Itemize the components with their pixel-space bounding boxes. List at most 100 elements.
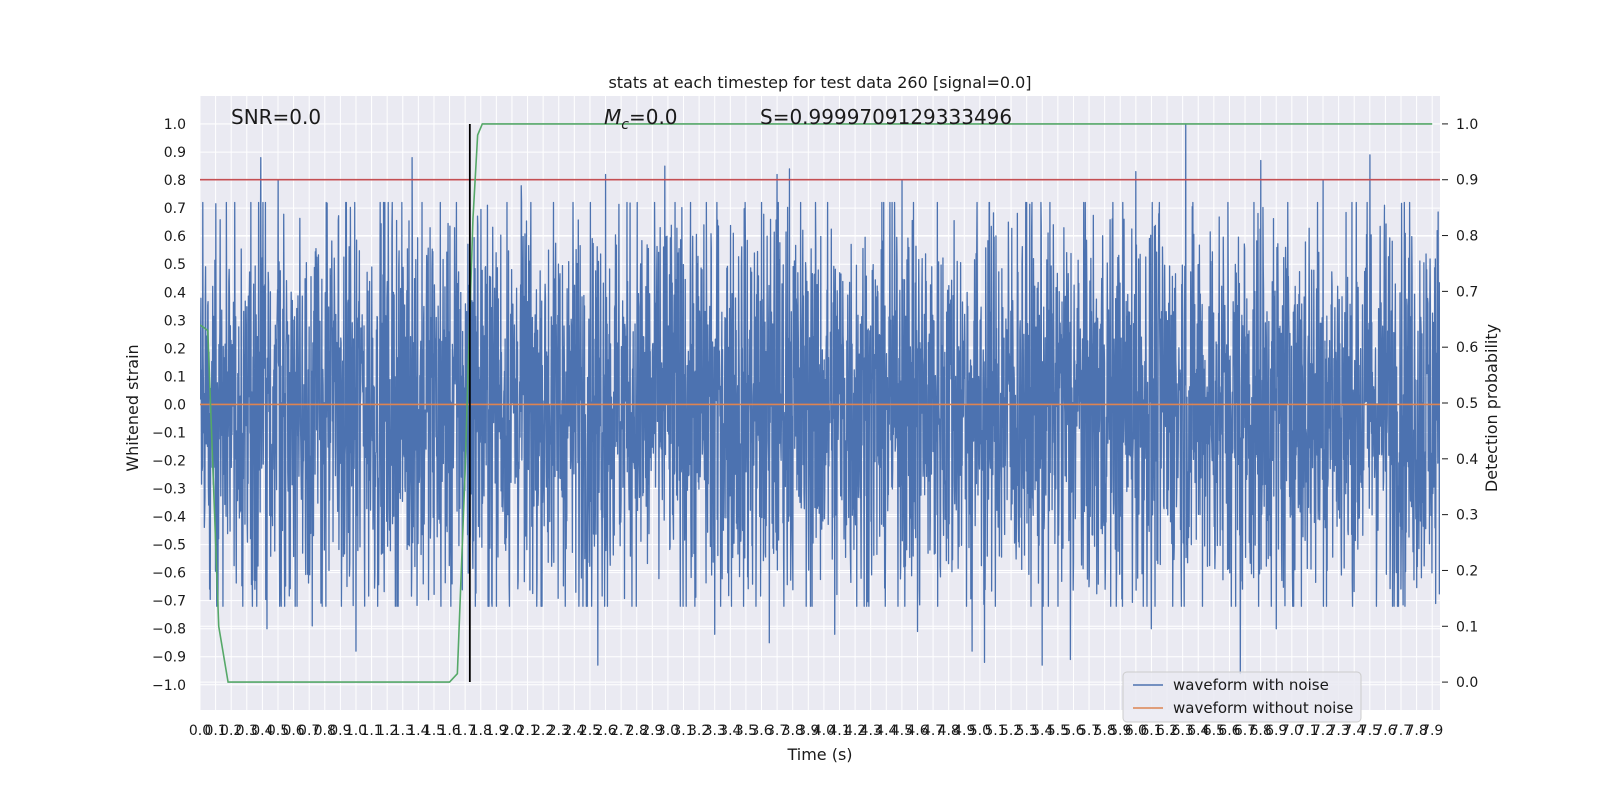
x-tick-label: 0.7 — [298, 723, 320, 739]
y-right-tick-label: 0.0 — [1456, 675, 1478, 691]
snr-annotation: SNR=0.0 — [231, 105, 321, 129]
x-tick-label: 5.6 — [1062, 723, 1084, 739]
x-tick-label: 6.3 — [1172, 723, 1194, 739]
legend-label-without-noise: waveform without noise — [1173, 699, 1353, 717]
x-tick-label: 0.6 — [282, 723, 304, 739]
x-tick-label: 3.2 — [688, 723, 710, 739]
y-right-tick-label: 0.7 — [1456, 284, 1478, 300]
tick-labels: 0.00.10.20.30.40.50.60.70.80.91.01.11.21… — [152, 117, 1478, 739]
x-tick-label: 6.0 — [1125, 723, 1147, 739]
x-tick-label: 7.8 — [1405, 723, 1427, 739]
x-tick-label: 0.2 — [220, 723, 242, 739]
x-tick-label: 5.2 — [1000, 723, 1022, 739]
x-tick-label: 1.7 — [454, 723, 476, 739]
y-tick-label: −0.9 — [152, 650, 186, 666]
x-tick-label: 2.6 — [594, 723, 616, 739]
x-tick-label: 1.6 — [438, 723, 460, 739]
x-tick-label: 7.4 — [1343, 723, 1365, 739]
y-tick-label: −0.7 — [152, 594, 186, 610]
x-tick-label: 5.9 — [1109, 723, 1131, 739]
y-tick-label: −0.8 — [152, 622, 186, 638]
x-tick-label: 0.3 — [236, 723, 258, 739]
y-tick-label: −0.5 — [152, 538, 186, 554]
x-tick-label: 6.9 — [1265, 723, 1287, 739]
y-tick-label: −0.3 — [152, 482, 186, 498]
chirp-mass-annotation: Mc=0.0 — [604, 105, 678, 133]
x-tick-label: 6.2 — [1156, 723, 1178, 739]
x-tick-label: 1.1 — [360, 723, 382, 739]
x-tick-label: 7.0 — [1281, 723, 1303, 739]
y-tick-label: 0.8 — [164, 173, 186, 189]
y-tick-label: 0.6 — [164, 229, 186, 245]
x-tick-label: 5.7 — [1078, 723, 1100, 739]
x-tick-label: 3.8 — [782, 723, 804, 739]
x-tick-label: 2.0 — [501, 723, 523, 739]
x-tick-label: 0.4 — [251, 723, 273, 739]
y-right-tick-label: 0.1 — [1456, 619, 1478, 635]
y-tick-label: −0.6 — [152, 566, 186, 582]
x-tick-label: 3.0 — [657, 723, 679, 739]
x-axis-label: Time (s) — [786, 745, 852, 764]
x-tick-label: 3.1 — [672, 723, 694, 739]
series-detection-probability — [200, 123, 1433, 683]
y-tick-label: 0.1 — [164, 369, 186, 385]
x-tick-label: 2.4 — [563, 723, 585, 739]
y-tick-label: 0.7 — [164, 201, 186, 217]
x-tick-label: 6.6 — [1218, 723, 1240, 739]
legend-box — [1122, 671, 1362, 723]
x-tick-label: 6.7 — [1234, 723, 1256, 739]
x-tick-label: 5.8 — [1094, 723, 1116, 739]
x-tick-label: 5.1 — [984, 723, 1006, 739]
x-tick-label: 6.8 — [1249, 723, 1271, 739]
y-tick-label: 1.0 — [164, 117, 186, 133]
x-tick-label: 7.1 — [1296, 723, 1318, 739]
x-tick-label: 3.6 — [750, 723, 772, 739]
x-tick-label: 4.1 — [828, 723, 850, 739]
x-tick-label: 4.4 — [875, 723, 897, 739]
y-tick-label: 0.4 — [164, 285, 186, 301]
x-tick-label: 5.0 — [969, 723, 991, 739]
x-tick-label: 4.3 — [860, 723, 882, 739]
x-tick-label: 2.7 — [610, 723, 632, 739]
x-tick-label: 0.1 — [204, 723, 226, 739]
y-tick-label: −0.2 — [152, 453, 186, 469]
x-tick-label: 4.6 — [906, 723, 928, 739]
series-group — [200, 123, 1440, 683]
y-tick-label: 0.9 — [164, 145, 186, 161]
legend: waveform with noise waveform without noi… — [1122, 671, 1362, 723]
x-tick-label: 5.5 — [1047, 723, 1069, 739]
x-tick-label: 0.9 — [329, 723, 351, 739]
y-right-tick-label: 0.8 — [1456, 229, 1478, 245]
y-tick-label: 0.2 — [164, 341, 186, 357]
x-tick-label: 1.2 — [376, 723, 398, 739]
x-tick-label: 0.0 — [189, 723, 211, 739]
x-tick-label: 7.3 — [1327, 723, 1349, 739]
x-tick-label: 5.4 — [1031, 723, 1053, 739]
x-tick-label: 3.7 — [766, 723, 788, 739]
x-tick-label: 4.5 — [891, 723, 913, 739]
x-tick-label: 0.8 — [314, 723, 336, 739]
x-tick-label: 6.5 — [1203, 723, 1225, 739]
x-tick-label: 4.8 — [938, 723, 960, 739]
x-tick-label: 3.3 — [704, 723, 726, 739]
x-tick-label: 6.1 — [1140, 723, 1162, 739]
chirp-mass-subscript: c — [621, 117, 629, 133]
y-right-tick-label: 0.4 — [1456, 452, 1478, 468]
y-tick-label: 0.3 — [164, 313, 186, 329]
x-tick-label: 6.4 — [1187, 723, 1209, 739]
x-tick-label: 1.9 — [485, 723, 507, 739]
x-tick-label: 1.5 — [423, 723, 445, 739]
series-waveform-with-noise — [200, 123, 1440, 675]
y-axis-label: Whitened strain — [123, 344, 142, 471]
x-tick-label: 1.8 — [470, 723, 492, 739]
y-tick-label: −1.0 — [152, 678, 186, 694]
y-right-axis-label: Detection probability — [1482, 324, 1501, 492]
x-tick-label: 2.1 — [516, 723, 538, 739]
chirp-mass-value: =0.0 — [629, 105, 678, 129]
x-tick-label: 4.7 — [922, 723, 944, 739]
chart-title: stats at each timestep for test data 260… — [608, 73, 1031, 92]
y-tick-label: 0.5 — [164, 257, 186, 273]
x-tick-label: 2.3 — [548, 723, 570, 739]
x-tick-label: 3.9 — [797, 723, 819, 739]
